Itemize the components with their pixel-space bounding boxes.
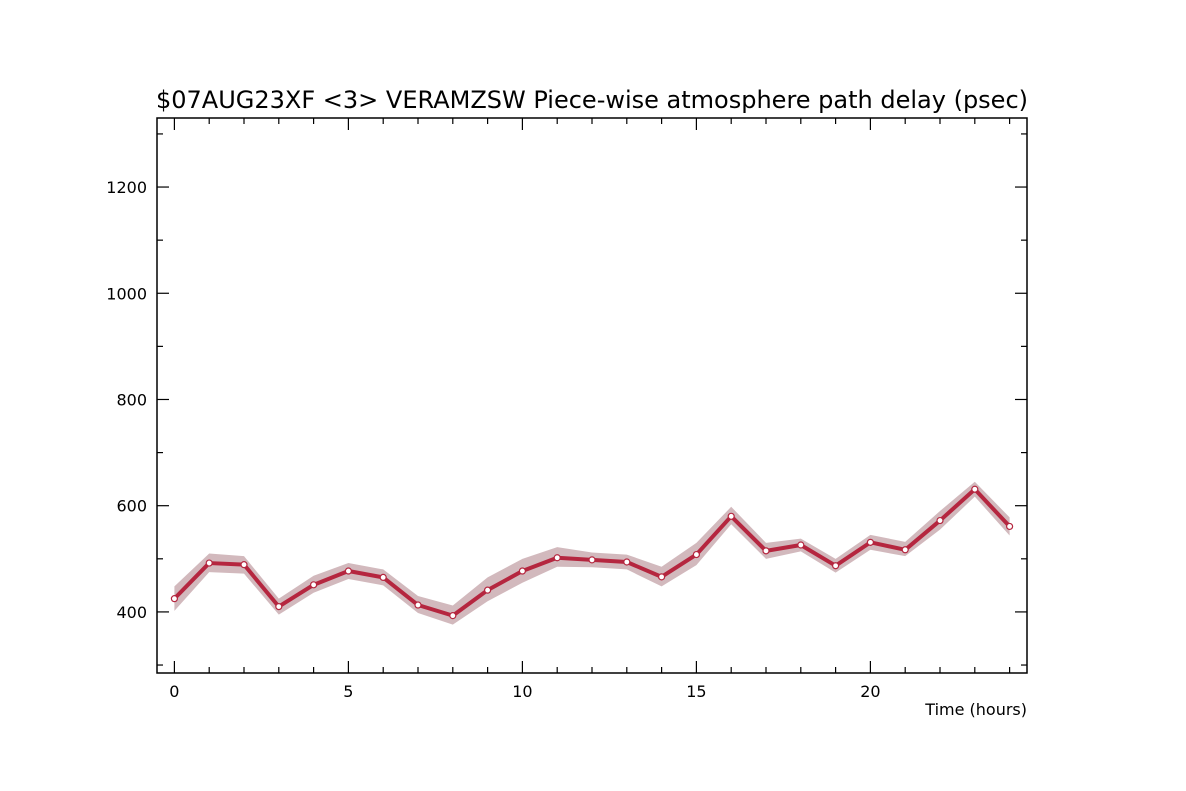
data-point [344,567,352,575]
chart-title: $07AUG23XF <3> VERAMZSW Piece-wise atmos… [156,86,1028,114]
data-point [518,567,527,575]
x-tick-label: 10 [512,682,532,701]
data-point [971,485,979,493]
data-point [310,581,318,589]
axis-ticks [157,118,1027,673]
x-tick-label: 15 [686,682,706,701]
data-point [1005,522,1014,531]
data-point [588,556,596,564]
y-tick-label: 400 [116,603,147,622]
data-point [901,546,909,554]
y-tick-label: 1000 [106,284,147,303]
x-tick-label: 0 [169,682,179,701]
confidence-band [174,481,1010,625]
data-point [692,550,701,559]
tick-labels: 0 5 10 15 20 400 600 800 1000 1200 [106,178,880,701]
data-point [831,562,840,570]
data-point [414,601,422,609]
y-tick-label: 1200 [106,178,147,197]
data-point [379,573,387,582]
data-point [623,558,631,566]
y-tick-label: 600 [116,497,147,516]
data-point-layer [170,485,1014,620]
data-point [657,573,666,581]
data-point [240,561,248,569]
data-point [484,586,492,594]
data-point [727,512,735,520]
y-tick-label: 800 [116,390,147,409]
data-point [553,554,561,562]
data-point [449,612,457,620]
plot-area-frame [156,117,1028,674]
data-point [275,603,283,611]
data-point [797,541,805,549]
confidence-band-layer [174,481,1010,625]
data-point [170,595,178,603]
x-axis-label: Time (hours) [924,700,1027,719]
data-point [762,547,770,555]
data-point [205,559,213,567]
data-point [936,516,944,525]
data-point [866,538,875,546]
x-tick-label: 5 [343,682,353,701]
x-tick-label: 20 [860,682,880,701]
